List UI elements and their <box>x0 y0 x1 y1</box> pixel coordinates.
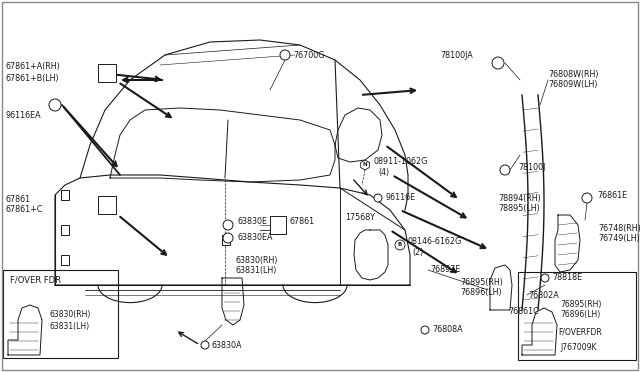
Text: 76748(RH): 76748(RH) <box>598 224 640 232</box>
Text: (2): (2) <box>412 247 423 257</box>
Text: 67861+B(LH): 67861+B(LH) <box>5 74 59 83</box>
Text: 63830A: 63830A <box>212 340 243 350</box>
Text: 63830EA: 63830EA <box>238 234 273 243</box>
Text: 76896(LH): 76896(LH) <box>560 311 600 320</box>
Bar <box>61 225 69 235</box>
Text: B: B <box>398 243 402 247</box>
Text: 17568Y: 17568Y <box>345 214 375 222</box>
Text: 67861+C: 67861+C <box>5 205 42 215</box>
Circle shape <box>582 193 592 203</box>
Text: 76808W(RH): 76808W(RH) <box>548 71 598 80</box>
Bar <box>98 64 116 82</box>
Circle shape <box>280 50 290 60</box>
Text: 63830(RH): 63830(RH) <box>235 256 278 264</box>
Circle shape <box>49 99 61 111</box>
Text: 76749(LH): 76749(LH) <box>598 234 640 243</box>
Circle shape <box>421 326 429 334</box>
Text: 76802A: 76802A <box>528 291 559 299</box>
Text: 67861: 67861 <box>5 196 30 205</box>
Text: 78895(LH): 78895(LH) <box>498 203 540 212</box>
Text: 08911-1062G: 08911-1062G <box>373 157 428 167</box>
Text: 08146-6162G: 08146-6162G <box>408 237 462 247</box>
Text: 63831(LH): 63831(LH) <box>50 321 90 330</box>
Circle shape <box>223 220 233 230</box>
Bar <box>222 235 230 245</box>
Text: 76809W(LH): 76809W(LH) <box>548 80 598 90</box>
Text: 63830E: 63830E <box>238 218 268 227</box>
Circle shape <box>492 57 504 69</box>
Text: 67861: 67861 <box>290 218 315 227</box>
Text: 67861+A(RH): 67861+A(RH) <box>5 62 60 71</box>
Text: 76861E: 76861E <box>597 190 627 199</box>
Text: 78818E: 78818E <box>552 273 582 282</box>
Bar <box>98 196 116 214</box>
Text: 78100J: 78100J <box>518 164 545 173</box>
Text: 96116EA: 96116EA <box>5 110 40 119</box>
Circle shape <box>201 341 209 349</box>
Text: 78100JA: 78100JA <box>440 51 473 60</box>
Text: ⊙: ⊙ <box>494 58 502 68</box>
Text: 76895(RH): 76895(RH) <box>460 279 503 288</box>
Text: J767009K: J767009K <box>560 343 596 353</box>
Text: F/OVERFDR: F/OVERFDR <box>558 327 602 337</box>
Circle shape <box>395 240 405 250</box>
Text: 76808A: 76808A <box>432 326 463 334</box>
Text: 63830(RH): 63830(RH) <box>50 311 92 320</box>
Text: 63831(LH): 63831(LH) <box>235 266 276 275</box>
Bar <box>518 272 636 360</box>
Bar <box>61 190 69 200</box>
Text: 96116E: 96116E <box>386 193 416 202</box>
Bar <box>270 216 286 234</box>
Bar <box>61 255 69 265</box>
Bar <box>3 270 118 358</box>
Text: 76700G: 76700G <box>293 51 324 60</box>
Circle shape <box>374 194 382 202</box>
Circle shape <box>500 165 510 175</box>
Text: 76861C: 76861C <box>508 308 539 317</box>
Circle shape <box>223 233 233 243</box>
Text: (4): (4) <box>378 169 389 177</box>
Text: 76897E: 76897E <box>430 266 460 275</box>
Text: N: N <box>363 163 367 167</box>
Circle shape <box>541 274 549 282</box>
Text: 76896(LH): 76896(LH) <box>460 289 502 298</box>
Text: F/OVER FDR: F/OVER FDR <box>10 276 61 285</box>
Text: 76895(RH): 76895(RH) <box>560 301 602 310</box>
Text: 78894(RH): 78894(RH) <box>498 193 541 202</box>
